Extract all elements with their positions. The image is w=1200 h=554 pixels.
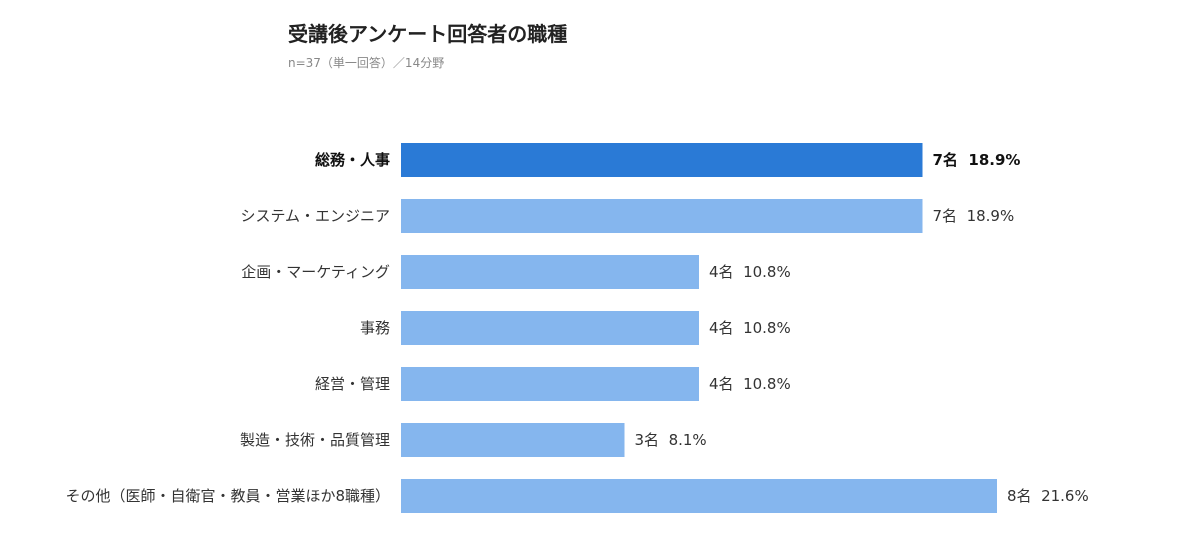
value-label: 4名 10.8%	[709, 375, 791, 393]
category-label: 事務	[360, 319, 390, 337]
chart-subtitle: n=37（単一回答）／14分野	[288, 56, 445, 70]
category-label: 総務・人事	[315, 151, 390, 169]
category-label: その他（医師・自衛官・教員・営業ほか8職種）	[65, 487, 390, 505]
value-label: 8名 21.6%	[1007, 487, 1089, 505]
bar	[401, 367, 699, 401]
category-label: 製造・技術・品質管理	[240, 431, 390, 449]
bar	[401, 423, 625, 457]
value-label: 7名 18.9%	[933, 151, 1021, 169]
bar	[401, 311, 699, 345]
value-label: 3名 8.1%	[635, 431, 707, 449]
bar	[401, 479, 997, 513]
value-label: 7名 18.9%	[933, 207, 1015, 225]
bar	[401, 199, 923, 233]
chart-title: 受講後アンケート回答者の職種	[288, 22, 568, 46]
bar	[401, 255, 699, 289]
category-label: システム・エンジニア	[240, 207, 390, 225]
category-label: 企画・マーケティング	[241, 263, 390, 281]
bar	[401, 143, 923, 177]
value-label: 4名 10.8%	[709, 263, 791, 281]
value-label: 4名 10.8%	[709, 319, 791, 337]
category-label: 経営・管理	[315, 375, 390, 393]
